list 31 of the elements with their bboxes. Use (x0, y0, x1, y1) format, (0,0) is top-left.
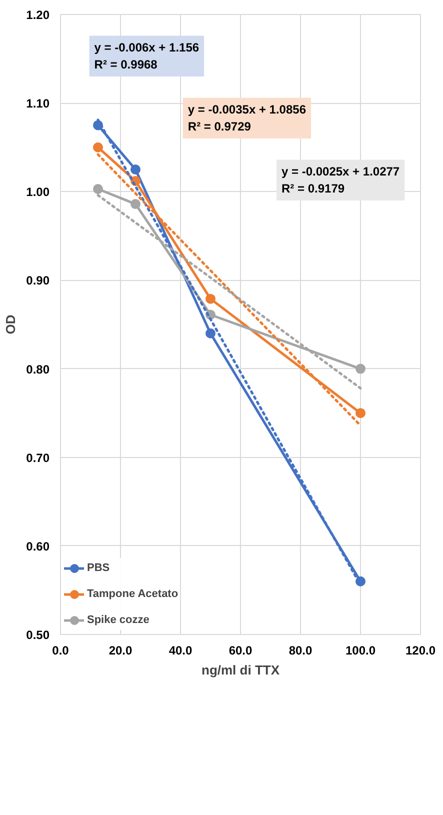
point (93, 184, 103, 194)
y-tick-label: 0.60 (26, 539, 50, 554)
annotation: y = -0.0025x + 1.0277 R² = 0.9179 (282, 164, 400, 196)
y-tick-label: 1.00 (26, 185, 50, 200)
legend-label: Spike cozze (87, 614, 150, 626)
point (93, 142, 103, 152)
point (206, 294, 216, 304)
point (356, 364, 366, 374)
y-tick-label: 1.10 (26, 96, 50, 111)
annotation: y = -0.006x + 1.156 R² = 0.9968 (94, 40, 200, 72)
annotation: y = -0.0035x + 1.0856 R² = 0.9729 (188, 102, 306, 134)
x-tick-label: 80.0 (288, 644, 313, 658)
x-tick-label: 60.0 (228, 644, 253, 658)
y-axis-title: OD (3, 314, 18, 334)
x-tick-label: 0.0 (52, 644, 70, 658)
legend-label: PBS (87, 562, 110, 574)
x-tick-label: 20.0 (108, 644, 133, 658)
y-tick-label: 1.20 (26, 8, 50, 22)
x-tick-label: 40.0 (168, 644, 193, 658)
y-tick-label: 0.80 (26, 362, 50, 376)
y-tick-label: 0.50 (26, 628, 50, 642)
point (130, 199, 140, 210)
point (206, 328, 216, 338)
y-tick-label: 0.90 (26, 274, 50, 288)
legend-label: Tampone Acetato (87, 588, 178, 600)
x-axis-title: ng/ml di TTX (202, 662, 280, 678)
y-tick-label: 0.70 (26, 450, 50, 465)
point (356, 408, 366, 418)
x-tick-label: 120.0 (405, 644, 436, 658)
x-tick-label: 100.0 (345, 644, 376, 658)
point (130, 164, 140, 174)
